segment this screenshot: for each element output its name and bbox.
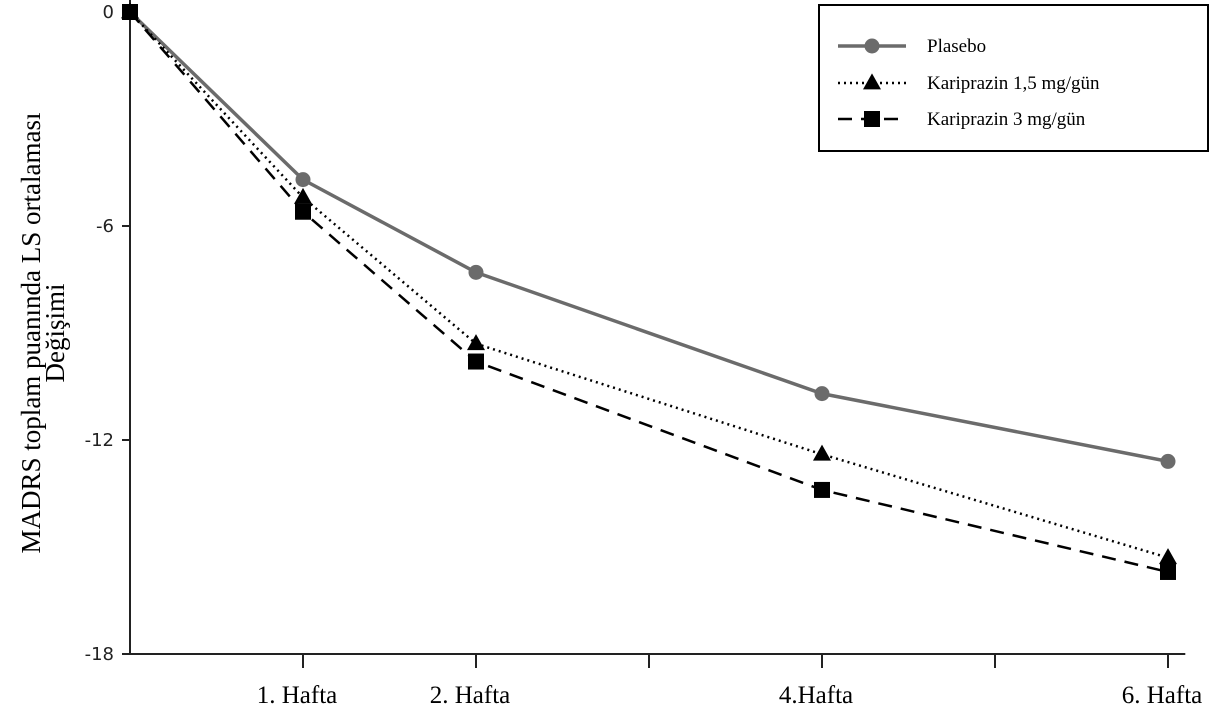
x-tick-label: 1. Hafta: [257, 682, 338, 709]
y-axis-label-line2: Değişimi: [40, 284, 70, 383]
y-tick-label: 0: [103, 2, 114, 23]
legend-label: Kariprazin 1,5 mg/gün: [927, 73, 1100, 94]
y-axis-label-line1: MADRS toplam puanında LS ortalaması: [16, 113, 46, 554]
data-point: [468, 264, 484, 280]
data-point: [1160, 453, 1176, 469]
legend-marker: [863, 73, 881, 90]
y-tick-label: -6: [96, 216, 114, 237]
y-tick-label: -18: [85, 644, 114, 665]
data-point: [295, 203, 311, 220]
y-axis-label: MADRS toplam puanında LS ortalamasıDeğiş…: [16, 113, 70, 554]
data-point: [813, 444, 831, 461]
y-tick-label: -12: [85, 430, 114, 451]
data-point: [294, 187, 312, 204]
data-point: [295, 172, 311, 188]
axes: [124, 0, 1186, 655]
legend-box: [818, 4, 1209, 152]
x-tick-label: 4.Hafta: [779, 682, 853, 709]
data-point: [814, 481, 830, 498]
legend-marker: [864, 38, 880, 54]
legend-marker: [864, 111, 880, 127]
legend: Plasebo Kariprazin 1,5 mg/gün Kariprazin 3…: [818, 4, 1209, 152]
data-point: [1159, 548, 1177, 565]
legend-label: Plasebo: [927, 36, 986, 57]
data-point: [122, 4, 138, 20]
x-tick-label: 6. Hafta: [1122, 682, 1203, 709]
data-point: [467, 334, 485, 351]
data-point: [814, 386, 830, 402]
data-point: [1160, 563, 1176, 580]
series: [121, 2, 1177, 580]
data-point: [468, 353, 484, 370]
ticks: 0 -6 -12 -18 1. Hafta 2. Hafta 4.Hafta 6. Hafta: [85, 2, 1203, 709]
series-3: [122, 4, 1176, 580]
legend-label: Kariprazin 3 mg/gün: [927, 109, 1086, 130]
x-tick-label: 2. Hafta: [430, 682, 511, 709]
